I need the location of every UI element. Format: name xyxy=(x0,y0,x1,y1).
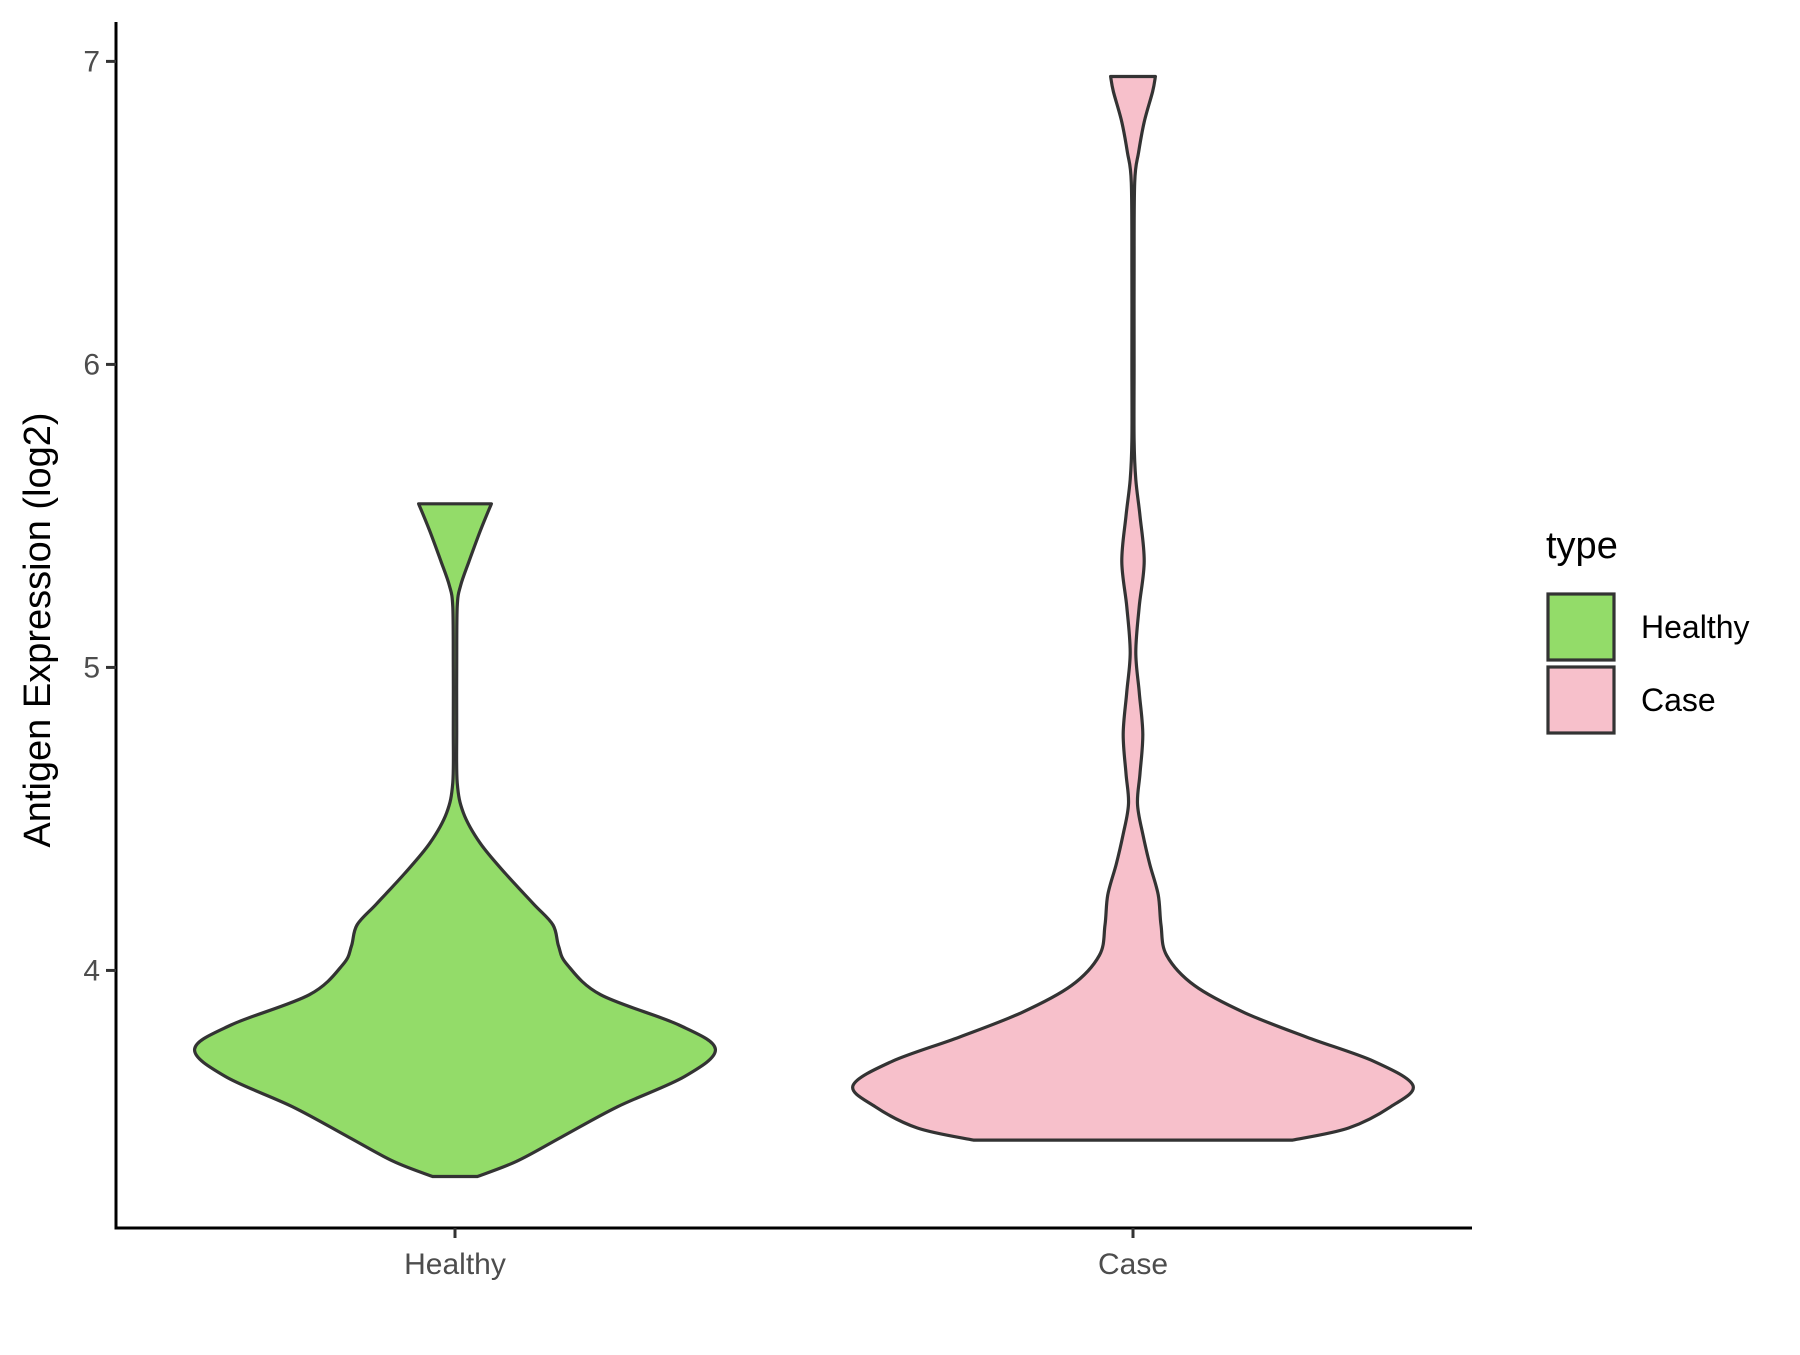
axes-layer: 4 5 6 7 Healthy Case xyxy=(83,22,1472,1281)
legend-swatch-case xyxy=(1546,665,1616,735)
violin-healthy xyxy=(193,502,717,1179)
violin-case xyxy=(851,74,1415,1142)
legend-label-healthy: Healthy xyxy=(1641,609,1750,645)
x-tick-label: Case xyxy=(1098,1248,1168,1281)
y-tick-label: 5 xyxy=(83,651,100,684)
legend-title: type xyxy=(1546,525,1618,567)
y-tick-label: 6 xyxy=(83,348,100,381)
legend-swatch-healthy xyxy=(1546,592,1616,662)
violin-layer xyxy=(193,74,1415,1179)
legend: type Healthy Case xyxy=(1546,525,1750,735)
y-tick-label: 4 xyxy=(83,954,100,987)
y-tick-label: 7 xyxy=(83,45,100,78)
legend-label-case: Case xyxy=(1641,682,1716,718)
y-axis-title: Antigen Expression (log2) xyxy=(17,412,59,847)
x-tick-label: Healthy xyxy=(404,1248,506,1281)
